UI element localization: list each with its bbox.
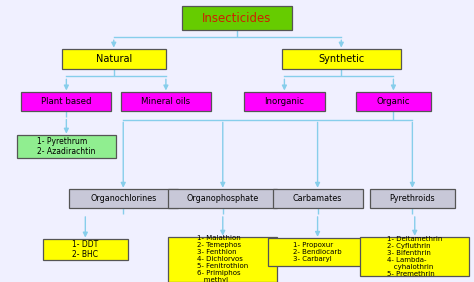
FancyBboxPatch shape [360, 237, 469, 276]
FancyBboxPatch shape [182, 6, 292, 30]
FancyBboxPatch shape [244, 92, 325, 111]
FancyBboxPatch shape [356, 92, 431, 111]
FancyBboxPatch shape [268, 238, 367, 266]
FancyBboxPatch shape [69, 189, 178, 208]
Text: Plant based: Plant based [41, 97, 91, 106]
Text: Organochlorines: Organochlorines [90, 194, 156, 203]
FancyBboxPatch shape [121, 92, 211, 111]
Text: Carbamates: Carbamates [293, 194, 342, 203]
Text: 1- Malathion
2- Temephos
3- Fenthion
4- Dichlorvos
5- Fenitrothion
6- Primiphos
: 1- Malathion 2- Temephos 3- Fenthion 4- … [197, 235, 248, 282]
FancyBboxPatch shape [168, 237, 277, 282]
Text: 1- Propoxur
2- Bendiocarb
3- Carbaryl: 1- Propoxur 2- Bendiocarb 3- Carbaryl [293, 243, 342, 262]
Text: Inorganic: Inorganic [264, 97, 304, 106]
Text: Pyrethroids: Pyrethroids [390, 194, 435, 203]
FancyBboxPatch shape [273, 189, 363, 208]
FancyBboxPatch shape [168, 189, 277, 208]
Text: Natural: Natural [96, 54, 132, 64]
Text: Mineral oils: Mineral oils [141, 97, 191, 106]
Text: Insecticides: Insecticides [202, 12, 272, 25]
FancyBboxPatch shape [43, 239, 128, 260]
FancyBboxPatch shape [17, 135, 116, 158]
FancyBboxPatch shape [21, 92, 111, 111]
FancyBboxPatch shape [62, 49, 166, 69]
FancyBboxPatch shape [370, 189, 455, 208]
Text: 1- Deltamethrin
2- Cyfluthrin
3- Bifenthrin
4- Lambda-
   cyhalothrin
5- Premeth: 1- Deltamethrin 2- Cyfluthrin 3- Bifenth… [387, 236, 442, 277]
Text: 1- DDT
2- BHC: 1- DDT 2- BHC [72, 240, 99, 259]
Text: 1- Pyrethrum
2- Azadirachtin: 1- Pyrethrum 2- Azadirachtin [37, 137, 96, 156]
FancyBboxPatch shape [282, 49, 401, 69]
Text: Synthetic: Synthetic [318, 54, 365, 64]
Text: Organic: Organic [377, 97, 410, 106]
Text: Organophosphate: Organophosphate [187, 194, 259, 203]
